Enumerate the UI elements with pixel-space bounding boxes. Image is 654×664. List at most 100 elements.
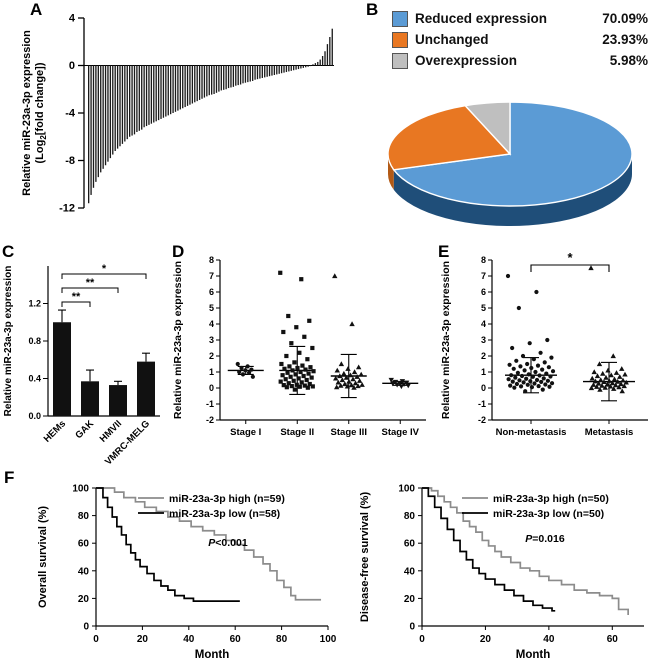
svg-text:40: 40 bbox=[404, 566, 416, 577]
svg-text:0: 0 bbox=[209, 383, 214, 393]
panel-label-b: B bbox=[366, 0, 379, 19]
svg-text:4: 4 bbox=[209, 319, 214, 329]
svg-text:60: 60 bbox=[230, 634, 242, 645]
legend-label: Overexpression bbox=[415, 53, 518, 68]
legend-label: Reduced expression bbox=[415, 11, 548, 26]
stage-scatter-chart: -2 -1 0 1 2 3 4 5 6 7 8 Stage I Stage II Stage III Sta… bbox=[172, 255, 426, 438]
svg-text:-12: -12 bbox=[59, 203, 75, 215]
svg-text:80: 80 bbox=[78, 511, 90, 522]
panel-label-c: C bbox=[2, 242, 15, 261]
svg-text:20: 20 bbox=[404, 594, 416, 605]
svg-text:Relative miR-23a-3p expression: Relative miR-23a-3p expression bbox=[21, 30, 33, 196]
svg-text:HEMs: HEMs bbox=[42, 418, 68, 444]
svg-text:40: 40 bbox=[543, 634, 555, 645]
pie-legend: Reduced expression 70.09% Unchanged 23.9… bbox=[392, 8, 650, 71]
svg-text:5: 5 bbox=[209, 303, 214, 313]
svg-text:0: 0 bbox=[83, 622, 89, 633]
svg-text:5: 5 bbox=[481, 303, 486, 313]
svg-text:60: 60 bbox=[404, 539, 416, 550]
svg-text:2: 2 bbox=[481, 351, 486, 361]
svg-text:-1: -1 bbox=[478, 399, 486, 409]
svg-text:Metastasis: Metastasis bbox=[585, 427, 634, 438]
svg-text:*: * bbox=[567, 250, 573, 265]
svg-text:100: 100 bbox=[320, 634, 337, 645]
pie-chart bbox=[387, 101, 633, 227]
svg-text:6: 6 bbox=[481, 287, 486, 297]
svg-text:miR-23a-3p high (n=50): miR-23a-3p high (n=50) bbox=[493, 493, 609, 505]
metastasis-scatter-chart: -2 -1 0 1 2 3 4 5 6 7 8 Non-metastasis Metastasis Rel… bbox=[440, 250, 648, 438]
svg-text:7: 7 bbox=[209, 271, 214, 281]
svg-text:P=0.016: P=0.016 bbox=[525, 533, 565, 545]
svg-text:Relative miR-23a-3p expression: Relative miR-23a-3p expression bbox=[3, 266, 14, 417]
svg-text:0: 0 bbox=[481, 383, 486, 393]
svg-text:4: 4 bbox=[69, 13, 76, 25]
svg-text:3: 3 bbox=[209, 335, 214, 345]
panel-label-d: D bbox=[172, 242, 185, 261]
svg-text:P<0.001: P<0.001 bbox=[208, 537, 248, 549]
panel-label-e: E bbox=[438, 242, 450, 261]
svg-text:40: 40 bbox=[183, 634, 195, 645]
legend-swatch-reduced-expression bbox=[392, 10, 408, 27]
svg-text:**: ** bbox=[86, 277, 95, 289]
svg-text:0.4: 0.4 bbox=[28, 374, 41, 384]
legend-label: Unchanged bbox=[415, 32, 489, 47]
svg-text:4: 4 bbox=[481, 319, 486, 329]
svg-text:Overall survival (%): Overall survival (%) bbox=[37, 506, 49, 608]
svg-text:Relative miR-23a-3p expression: Relative miR-23a-3p expression bbox=[440, 261, 452, 419]
panel-label-a: A bbox=[30, 0, 43, 19]
waterfall-chart: 4 0 -4 -8 -12 Relative miR-23a-3p expression(… bbox=[21, 13, 334, 215]
svg-text:(Log2[fold change]): (Log2[fold change]) bbox=[34, 62, 48, 163]
pie-slice-reduced-expression bbox=[392, 101, 633, 207]
svg-text:0.8: 0.8 bbox=[28, 336, 41, 346]
legend-percent: 70.09% bbox=[602, 11, 648, 26]
svg-text:**: ** bbox=[72, 291, 81, 303]
svg-text:-8: -8 bbox=[65, 155, 75, 167]
svg-text:40: 40 bbox=[78, 566, 90, 577]
legend-swatch-overexpression bbox=[392, 52, 408, 69]
svg-text:20: 20 bbox=[78, 594, 90, 605]
svg-text:-2: -2 bbox=[206, 415, 214, 425]
svg-text:miR-23a-3p low (n=58): miR-23a-3p low (n=58) bbox=[169, 508, 280, 520]
svg-text:60: 60 bbox=[78, 539, 90, 550]
svg-text:miR-23a-3p high (n=59): miR-23a-3p high (n=59) bbox=[169, 493, 285, 505]
svg-text:-2: -2 bbox=[478, 415, 486, 425]
legend-percent: 5.98% bbox=[609, 53, 648, 68]
disease-free-survival-km-chart: 0 20 40 60 0 20 40 60 80 100 miR-23a-3p high (n=50… bbox=[359, 484, 644, 661]
legend-item-overexpression: Overexpression 5.98% bbox=[392, 50, 650, 71]
svg-text:-1: -1 bbox=[206, 399, 214, 409]
svg-text:100: 100 bbox=[398, 484, 415, 495]
svg-text:1: 1 bbox=[481, 367, 486, 377]
svg-text:6: 6 bbox=[209, 287, 214, 297]
svg-text:Stage IV: Stage IV bbox=[382, 427, 420, 438]
legend-item-reduced-expression: Reduced expression 70.09% bbox=[392, 8, 650, 29]
svg-text:Month: Month bbox=[516, 649, 550, 661]
svg-text:HMVII: HMVII bbox=[98, 418, 124, 444]
svg-text:3: 3 bbox=[481, 335, 486, 345]
svg-text:0: 0 bbox=[409, 622, 415, 633]
svg-text:-4: -4 bbox=[65, 108, 76, 120]
legend-percent: 23.93% bbox=[602, 32, 648, 47]
svg-text:20: 20 bbox=[137, 634, 149, 645]
svg-text:*: * bbox=[102, 263, 107, 275]
svg-text:1: 1 bbox=[209, 367, 214, 377]
svg-text:2: 2 bbox=[209, 351, 214, 361]
svg-text:60: 60 bbox=[607, 634, 619, 645]
svg-text:0: 0 bbox=[93, 634, 99, 645]
legend-swatch-unchanged bbox=[392, 31, 408, 48]
svg-text:100: 100 bbox=[72, 484, 89, 495]
svg-text:Month: Month bbox=[195, 649, 229, 661]
svg-text:Relative miR-23a-3p expression: Relative miR-23a-3p expression bbox=[172, 261, 184, 419]
svg-text:8: 8 bbox=[209, 255, 214, 265]
svg-text:1.2: 1.2 bbox=[28, 299, 41, 309]
pie-slice-overexpression bbox=[463, 101, 511, 156]
svg-text:20: 20 bbox=[480, 634, 492, 645]
svg-text:8: 8 bbox=[481, 255, 486, 265]
svg-text:Stage I: Stage I bbox=[230, 427, 261, 438]
svg-text:0.0: 0.0 bbox=[28, 411, 41, 421]
legend-item-unchanged: Unchanged 23.93% bbox=[392, 29, 650, 50]
overall-survival-km-chart: 0 20 40 60 80 100 0 20 40 60 80 100 miR-23a-3p high … bbox=[37, 484, 337, 662]
svg-text:80: 80 bbox=[276, 634, 288, 645]
svg-text:7: 7 bbox=[481, 271, 486, 281]
